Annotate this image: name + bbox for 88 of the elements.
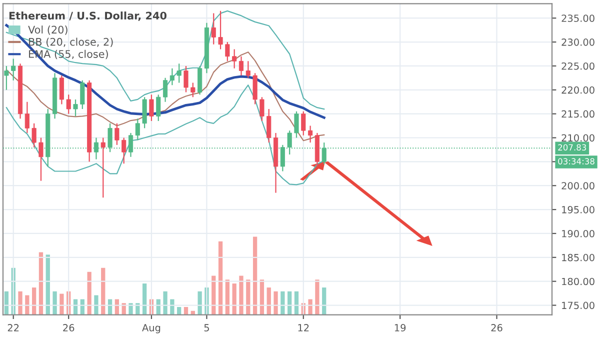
bar [308,299,312,315]
bar [252,236,258,315]
candlestick [252,72,258,105]
candlestick [24,101,30,134]
bar [87,272,92,315]
y-tick-label: 215.00 [562,110,594,118]
candlestick [135,118,140,141]
bar [184,307,188,315]
bar [266,287,271,315]
bar [32,287,36,315]
candlestick [225,41,230,62]
bar [38,252,44,315]
bar [322,287,326,315]
candlestick [100,137,106,198]
candlestick [190,82,196,98]
bar [239,276,244,315]
candlestick [184,65,188,93]
candlestick [66,94,71,114]
text: 03:34:38 [558,158,594,164]
candlestick [38,137,44,182]
candlestick [198,65,202,96]
line-series [6,52,325,142]
y-tick-label: 230.00 [562,38,594,46]
candlestick [59,74,64,105]
candlestick [114,122,120,146]
candlestick [232,48,237,69]
bar [60,294,64,315]
x-tick-label: 26 [63,324,74,332]
candlestick [122,137,126,164]
ref-line-label: 207.83 [558,144,586,151]
bar [274,291,278,315]
candlestick [163,77,168,102]
bar [163,291,168,315]
candlestick [301,110,306,136]
bar [232,284,236,315]
bar [128,303,133,315]
bar [170,299,174,315]
bar [101,268,106,315]
bar [52,291,57,315]
candlestick [260,96,264,122]
bar [315,280,320,315]
bar [177,307,182,315]
candlestick [156,94,161,122]
bar [198,291,202,315]
y-tick-label: 190.00 [562,230,594,238]
candlestick [176,63,182,84]
candlestick [266,108,272,144]
x-tick-label: 26 [491,324,502,332]
bar [212,276,216,315]
candlestick [294,110,299,138]
y-tick-label: 180.00 [562,278,594,286]
x-tick-label: 22 [8,324,19,332]
y-tick-label: 200.00 [562,182,594,190]
x-tick-label: 19 [394,324,406,332]
candlestick [4,65,9,90]
y-tick-label: 210.00 [562,134,594,142]
candlestick [142,96,147,129]
x-tick-label: 12 [298,324,309,332]
text: Vol (20) [28,26,68,35]
y-tick-label: 195.00 [562,206,594,214]
candlestick [218,10,223,50]
candlestick [32,122,36,148]
y-tick-label: 175.00 [562,302,594,310]
candlestick [211,12,216,45]
candlestick [238,56,244,76]
bar [94,295,98,315]
candlestick [73,98,78,117]
bar [46,254,50,315]
x-tick-label: Aug [142,324,160,334]
y-tick-label: 220.00 [562,86,594,94]
candlestick [170,68,174,86]
candlestick [80,80,85,110]
x-tick-label: 5 [204,324,209,332]
bar [218,241,223,315]
candlestick [246,60,250,78]
bar [142,284,147,315]
y-tick-label: 225.00 [562,62,594,70]
y-tick-label: 235.00 [562,14,594,22]
text: Ethereum / U.S. Dollar, 240 [9,12,166,21]
candlestick [149,94,154,122]
line-series [6,10,325,110]
bar [18,291,22,315]
candlestick [308,125,313,144]
line-series [6,84,325,186]
bar [280,291,285,315]
line-series [5,24,326,119]
candlestick [11,58,16,81]
y-tick-label: 185.00 [562,254,594,262]
